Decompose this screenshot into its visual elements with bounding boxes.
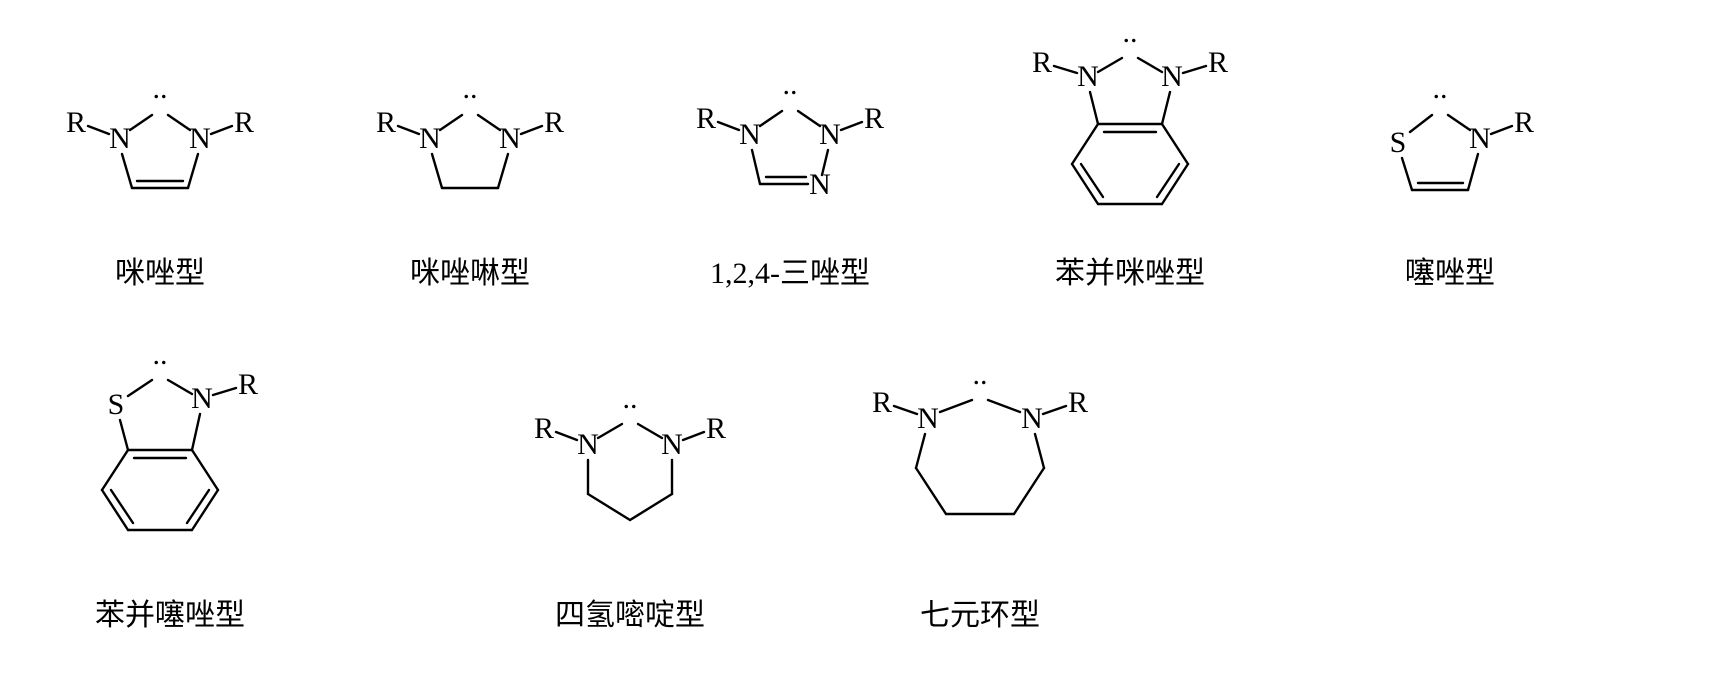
N-right: N	[661, 428, 683, 461]
N-right: N	[191, 382, 213, 415]
N-right: N	[499, 122, 521, 155]
lone-pair: ..	[153, 342, 168, 371]
R-left: R	[696, 102, 716, 135]
R-left: R	[376, 106, 396, 139]
R-left: R	[1032, 46, 1052, 79]
R-right: R	[1514, 106, 1534, 139]
struct-seven-membered: .. N N R R	[830, 352, 1130, 572]
cell-tetrahydropyrimidine: .. N N R R 四氢嘧啶型	[500, 372, 760, 634]
label-thiazole: 噻唑型	[1405, 248, 1495, 292]
struct-thiazole: .. S N R	[1340, 60, 1560, 230]
lone-pair: ..	[973, 358, 988, 391]
lone-pair: ..	[623, 382, 638, 415]
cell-thiazole: .. S N R 噻唑型	[1340, 60, 1560, 292]
N-bottom: N	[809, 168, 831, 201]
label-tetrahydropyrimidine: 四氢嘧啶型	[555, 590, 705, 634]
R-right: R	[706, 412, 726, 445]
label-triazole: 1,2,4-三唑型	[710, 248, 870, 292]
N-left: N	[739, 118, 761, 151]
struct-benzothiazole: .. S N R	[40, 342, 300, 572]
lone-pair: ..	[463, 72, 478, 105]
cell-benzothiazole: .. S N R 苯并噻唑型	[40, 342, 300, 634]
label-imidazole: 咪唑型	[115, 248, 205, 292]
struct-benzimidazole: .. N N	[990, 20, 1270, 230]
cell-imidazoline: .. N N R R 咪唑啉型	[350, 60, 590, 292]
N-left: N	[917, 402, 939, 435]
N-right: N	[819, 118, 841, 151]
R-right: R	[864, 102, 884, 135]
struct-tetrahydropyrimidine: .. N N R R	[500, 372, 760, 572]
label-benzimidazole: 苯并咪唑型	[1055, 248, 1205, 292]
cell-seven-membered: .. N N R R 七元环型	[830, 352, 1130, 634]
row-1: .. N N R R 咪唑型 ..	[40, 20, 1672, 292]
carbene-types-figure: .. N N R R 咪唑型 ..	[0, 0, 1712, 680]
N-left: N	[419, 122, 441, 155]
label-imidazoline: 咪唑啉型	[410, 248, 530, 292]
lone-pair: ..	[153, 72, 168, 105]
struct-imidazole: .. N N R R	[40, 60, 280, 230]
R-right: R	[1208, 46, 1228, 79]
lone-pair: ..	[1433, 72, 1448, 105]
cell-benzimidazole: .. N N	[990, 20, 1270, 292]
S-atom: S	[1390, 126, 1407, 159]
R-left: R	[872, 386, 892, 419]
N-right: N	[1161, 60, 1183, 93]
lone-pair: ..	[783, 68, 798, 101]
struct-imidazoline: .. N N R R	[350, 60, 590, 230]
N-right: N	[1021, 402, 1043, 435]
lone-pair: ..	[1123, 20, 1138, 49]
R-right: R	[238, 368, 258, 401]
N-right: N	[189, 122, 211, 155]
N-left: N	[109, 122, 131, 155]
R-left: R	[66, 106, 86, 139]
cell-imidazole: .. N N R R 咪唑型	[40, 60, 280, 292]
R-right: R	[1068, 386, 1088, 419]
label-benzothiazole: 苯并噻唑型	[95, 590, 245, 634]
R-left: R	[534, 412, 554, 445]
label-seven-membered: 七元环型	[920, 590, 1040, 634]
R-right: R	[234, 106, 254, 139]
N-left: N	[1077, 60, 1099, 93]
row-2: .. S N R 苯并噻唑型	[40, 342, 1672, 634]
R-right: R	[544, 106, 564, 139]
N-left: N	[577, 428, 599, 461]
struct-triazole: .. N N N R R	[660, 60, 920, 230]
N-right: N	[1469, 122, 1491, 155]
cell-triazole: .. N N N R R 1,2,4-三唑型	[660, 60, 920, 292]
S-atom: S	[108, 388, 125, 421]
